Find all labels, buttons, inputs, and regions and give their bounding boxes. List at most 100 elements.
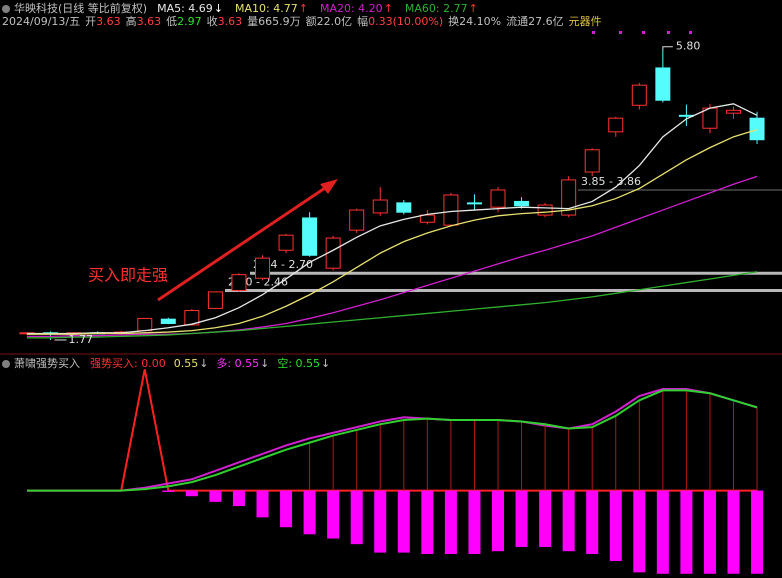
dot	[592, 31, 595, 34]
info-value: 22.0亿	[317, 15, 353, 28]
ma-line	[27, 103, 758, 335]
indicator-arrow: ↓	[321, 357, 330, 370]
histogram-bar	[515, 490, 528, 547]
candle-body	[207, 291, 223, 309]
histogram-bar	[751, 490, 764, 574]
candle-body	[631, 84, 647, 106]
histogram-bar	[586, 490, 599, 555]
histogram-bar	[444, 490, 457, 555]
candle-body	[514, 200, 530, 207]
info-label: 开	[85, 15, 96, 28]
indicator-line	[27, 389, 758, 492]
candle-body	[561, 179, 577, 216]
histogram-bar	[492, 490, 504, 552]
dot	[667, 31, 670, 34]
ma-line	[27, 271, 758, 339]
indicator-line	[27, 388, 758, 492]
candle-body	[608, 117, 624, 133]
histogram-bar	[350, 490, 363, 545]
ma-legend: MA10: 4.77	[235, 2, 298, 15]
histogram-bar	[397, 490, 410, 553]
histogram-bar	[680, 490, 693, 574]
info-label: 换	[448, 14, 459, 28]
ma-arrow: ↑	[469, 2, 478, 15]
info-value: 3.63	[96, 15, 121, 28]
indicator-legend: 强势买入: 0.00	[90, 357, 166, 370]
info-label: 低	[166, 15, 177, 28]
dot	[642, 31, 645, 34]
histogram-bar	[162, 490, 175, 492]
candle-body	[749, 117, 765, 141]
info-value: 元器件	[569, 15, 602, 28]
histogram-bar	[209, 490, 222, 502]
ma-arrow: ↑	[299, 2, 308, 15]
info-label: 量	[247, 15, 258, 28]
histogram-bar	[256, 490, 269, 518]
indicator-title: 萧啸强势买入	[14, 357, 80, 370]
ma-arrow: ↑	[384, 2, 393, 15]
ma-legend: MA5: 4.69	[157, 2, 213, 15]
candle-body	[396, 202, 412, 213]
histogram-bar	[303, 490, 316, 535]
indicator-legend: 多: 0.55	[216, 356, 259, 370]
info-value: 665.9万	[258, 15, 301, 28]
candle-body	[726, 109, 741, 114]
histogram-bar	[633, 490, 646, 573]
info-value: 24.10%	[459, 15, 501, 28]
trend-arrow-head	[320, 179, 338, 194]
histogram-bar	[727, 490, 740, 574]
ma-arrow: ↓	[214, 2, 223, 15]
candle-body	[584, 149, 600, 173]
info-value: 0.33(10.00%)	[368, 15, 443, 28]
stock-title: 华映科技(日线 等比前复权)	[14, 1, 147, 15]
candle-body	[349, 209, 365, 231]
candle-body	[184, 310, 200, 326]
candle-body	[231, 274, 247, 291]
histogram-bar	[609, 490, 622, 562]
candle-body	[466, 202, 482, 205]
candle-body	[137, 317, 153, 332]
candle-body	[537, 204, 553, 216]
ma-line	[27, 129, 758, 335]
info-label: 收	[207, 14, 218, 28]
ma-line	[27, 175, 758, 338]
histogram-bar	[539, 490, 552, 547]
indicator-arrow: ↓	[260, 357, 269, 370]
candle-body	[443, 194, 459, 226]
candle-body	[702, 107, 718, 129]
histogram-bar	[421, 490, 434, 555]
info-value: 27.6亿	[528, 15, 564, 28]
info-label: 高	[126, 14, 137, 28]
histogram-bar	[374, 490, 387, 553]
dot	[689, 31, 692, 34]
info-label: 流通	[506, 14, 528, 28]
indicator-legend: 0.55	[174, 357, 199, 370]
annotation: 买入即走强	[88, 266, 168, 285]
candle-body	[372, 199, 388, 214]
ma-legend: MA20: 4.20	[320, 2, 383, 15]
high-label: 5.80	[676, 40, 701, 53]
info-value: 2.97	[177, 15, 202, 28]
indicator-icon	[2, 5, 10, 13]
high-marker	[662, 46, 673, 51]
indicator-icon	[2, 360, 10, 368]
histogram-bar	[562, 490, 575, 552]
candle-body	[419, 214, 435, 223]
trend-arrow	[157, 184, 329, 302]
histogram-bar	[656, 490, 669, 574]
histogram-bar	[468, 490, 481, 555]
price-level-label: 3.85 - 3.86	[581, 175, 641, 188]
info-value: 3.63	[218, 15, 243, 28]
candle-body	[325, 237, 341, 269]
candle-body	[255, 257, 270, 279]
info-value: 2024/09/13/五	[2, 15, 80, 28]
histogram-bar	[703, 490, 716, 574]
indicator-legend: 空: 0.55	[277, 356, 320, 370]
histogram-bar	[232, 490, 245, 507]
info-value: 3.63	[137, 15, 162, 28]
candle-body	[278, 234, 294, 251]
histogram-bar	[327, 490, 340, 539]
ma-legend: MA60: 2.77	[405, 2, 468, 15]
